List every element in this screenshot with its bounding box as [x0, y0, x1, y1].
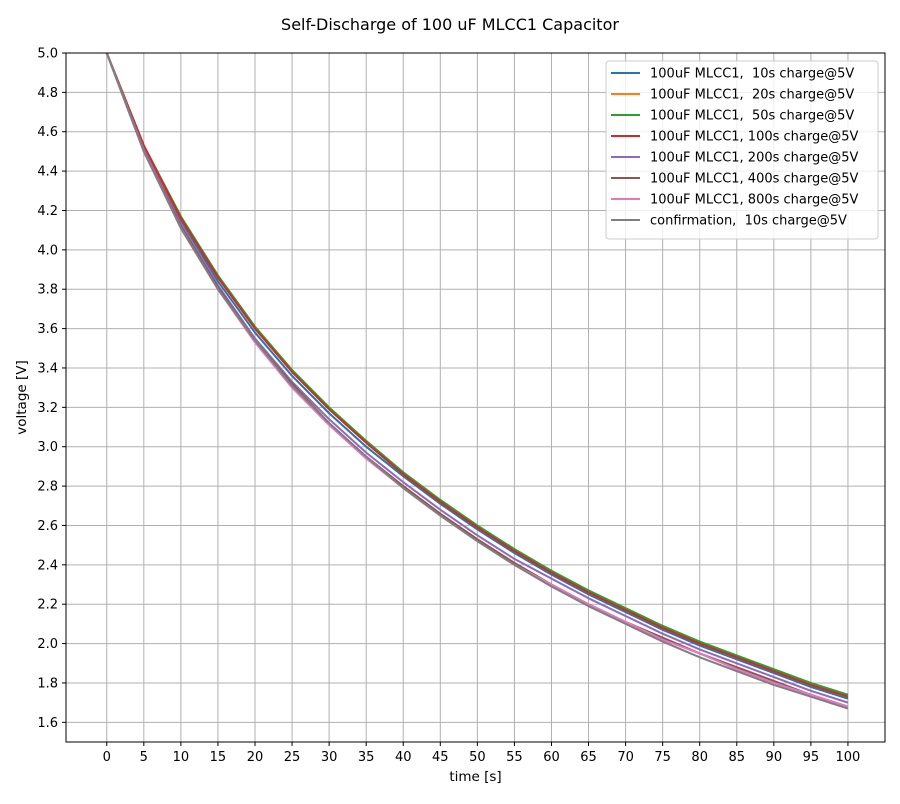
legend-entry-label: 100uF MLCC1, 400s charge@5V [650, 172, 859, 187]
y-tick-label: 2.0 [37, 637, 58, 652]
legend-entry-label: 100uF MLCC1, 10s charge@5V [650, 67, 854, 82]
plot-frame [65, 52, 886, 743]
legend-entry-label: confirmation, 10s charge@5V [650, 214, 847, 229]
x-tick-label: 100 [836, 750, 861, 765]
y-axis-label: voltage [V] [14, 360, 30, 435]
legend-entry-label: 100uF MLCC1, 20s charge@5V [650, 88, 854, 103]
y-tick-label: 4.6 [37, 125, 58, 140]
y-tick-label: 2.2 [37, 598, 58, 613]
y-tick-label: 3.8 [37, 283, 58, 298]
x-tick-label: 5 [140, 750, 148, 765]
series-line-4 [105, 52, 849, 698]
x-tick-label: 30 [321, 750, 338, 765]
y-tick-label: 3.4 [37, 361, 58, 376]
legend-box [605, 60, 879, 240]
y-tick-label: 3.2 [37, 401, 58, 416]
y-tick-label: 1.8 [37, 676, 58, 691]
y-tick-label: 3.6 [37, 322, 58, 337]
y-tick-label: 4.2 [37, 204, 58, 219]
x-tick-label: 20 [247, 750, 264, 765]
x-tick-label: 25 [284, 750, 301, 765]
y-tick-label: 4.8 [37, 86, 58, 101]
y-tick-label: 5.0 [37, 47, 58, 62]
series-line-3 [105, 52, 849, 696]
series-line-5 [105, 52, 849, 704]
legend-entry-label: 100uF MLCC1, 800s charge@5V [650, 193, 859, 208]
y-tick-label: 2.4 [37, 558, 58, 573]
series-line-8 [105, 52, 849, 710]
series-lines [105, 52, 849, 710]
series-line-1 [105, 52, 849, 700]
x-tick-label: 65 [580, 750, 597, 765]
x-tick-label: 70 [617, 750, 634, 765]
x-tick-label: 60 [543, 750, 560, 765]
x-tick-label: 95 [803, 750, 820, 765]
x-tick-label: 85 [728, 750, 745, 765]
x-tick-label: 15 [210, 750, 227, 765]
legend-entry-label: 100uF MLCC1, 200s charge@5V [650, 151, 859, 166]
x-tick-label: 50 [469, 750, 486, 765]
axis-ticks: 0 5 10 15 20 25 30 35 40 45 50 55 60 65 70 75 80 85 90 95 10… [37, 47, 860, 766]
x-tick-label: 75 [654, 750, 671, 765]
x-tick-label: 90 [766, 750, 783, 765]
x-tick-label: 35 [358, 750, 375, 765]
y-tick-label: 1.6 [37, 716, 58, 731]
x-tick-label: 0 [103, 750, 111, 765]
y-tick-label: 3.0 [37, 440, 58, 455]
y-tick-label: 4.0 [37, 243, 58, 258]
legend-entry-label: 100uF MLCC1, 50s charge@5V [650, 109, 854, 124]
chart-title: Self-Discharge of 100 uF MLCC1 Capacitor [281, 15, 619, 34]
x-axis-label: time [s] [449, 769, 501, 785]
x-tick-label: 10 [173, 750, 190, 765]
x-tick-label: 45 [432, 750, 449, 765]
legend-entry-label: 100uF MLCC1, 100s charge@5V [650, 130, 859, 145]
legend: 100uF MLCC1, 10s charge@5V 100uF MLCC1, 2… [605, 60, 879, 240]
x-tick-label: 55 [506, 750, 523, 765]
x-tick-label: 80 [691, 750, 708, 765]
x-tick-label: 40 [395, 750, 412, 765]
y-tick-label: 2.6 [37, 519, 58, 534]
y-tick-label: 2.8 [37, 480, 58, 495]
y-tick-label: 4.4 [37, 165, 58, 180]
